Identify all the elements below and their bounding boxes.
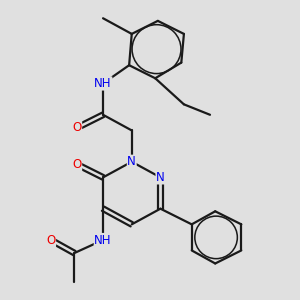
Text: O: O <box>72 121 82 134</box>
Text: N: N <box>128 155 136 168</box>
Text: NH: NH <box>94 233 112 247</box>
Text: O: O <box>72 158 82 171</box>
Text: N: N <box>156 171 165 184</box>
Text: NH: NH <box>94 77 112 90</box>
Text: O: O <box>46 233 56 247</box>
